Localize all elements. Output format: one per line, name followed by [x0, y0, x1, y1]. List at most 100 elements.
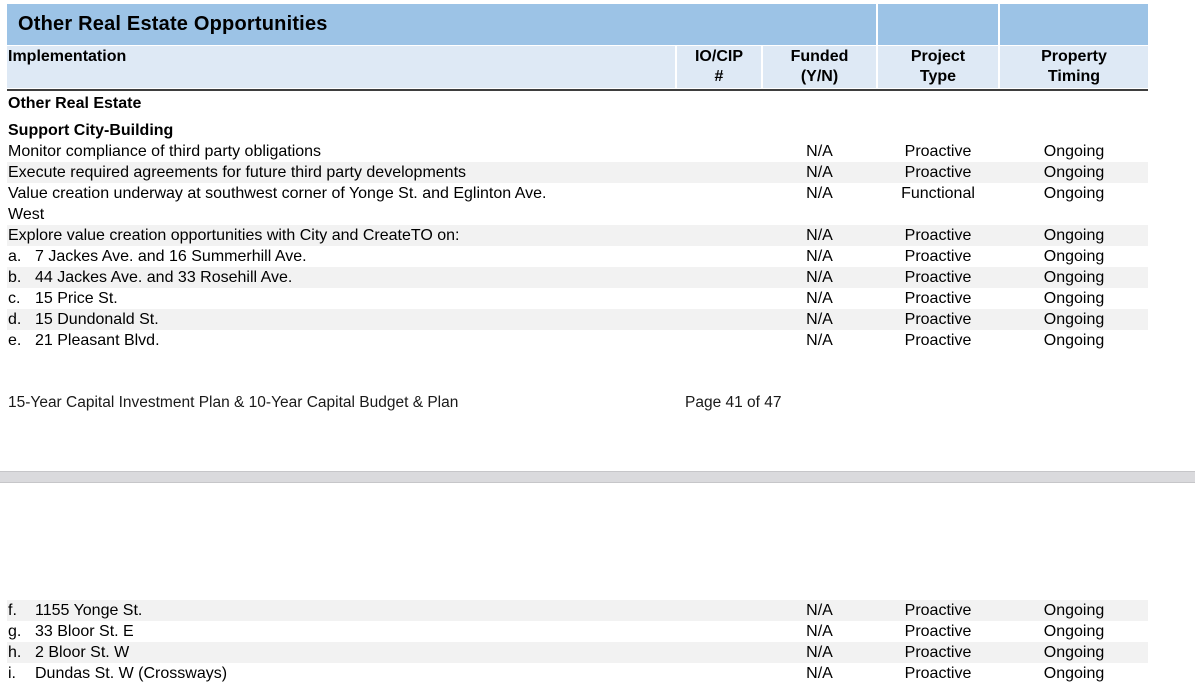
table-row: b. 44 Jackes Ave. and 33 Rosehill Ave. N/A… — [7, 267, 1148, 288]
property-timing-cell: Ongoing — [1043, 332, 1105, 349]
footer-plan-label: 15-Year Capital Investment Plan & 10-Yea… — [8, 394, 459, 411]
io-cip-cell — [677, 330, 761, 351]
item-label: Monitor compliance of third party obliga… — [8, 143, 322, 160]
item-label: 1155 Yonge St. — [35, 602, 143, 619]
implementation-cell: c. 15 Price St. — [7, 288, 675, 309]
item-label: Dundas St. W (Crossways) — [35, 665, 228, 682]
implementation-cell: Execute required agreements for future t… — [7, 162, 675, 183]
implementation-cell: i. Dundas St. W (Crossways) — [7, 663, 675, 684]
page-42-rows: f. 1155 Yonge St. N/A Proactive Ongoing g. 33 … — [7, 600, 1148, 684]
title-bar-segment-project-type — [878, 4, 998, 45]
funded-cell: N/A — [806, 602, 833, 619]
column-header-line: Type — [919, 68, 957, 85]
table-header-row: Implementation IO/CIP # Funded (Y/N) Pro… — [7, 46, 1148, 88]
item-letter: g. — [8, 623, 22, 640]
item-letter: i. — [8, 665, 16, 682]
funded-cell: N/A — [806, 311, 833, 328]
pdf-page-41: Other Real Estate Opportunities Implemen… — [7, 4, 1148, 411]
item-letter: h. — [8, 644, 22, 661]
implementation-cell: b. 44 Jackes Ave. and 33 Rosehill Ave. — [7, 267, 675, 288]
item-label: 33 Bloor St. E — [35, 623, 134, 640]
project-type-cell: Proactive — [904, 602, 972, 619]
item-letter: a. — [8, 248, 22, 265]
property-timing-cell: Ongoing — [1043, 185, 1105, 202]
implementation-cell: e. 21 Pleasant Blvd. — [7, 330, 675, 351]
page-41-rows: Other Real Estate Support City-Building Mo… — [7, 93, 1148, 351]
column-header-project-type: Project Type — [878, 46, 998, 88]
io-cip-cell — [677, 309, 761, 330]
item-label: 2 Bloor St. W — [35, 644, 130, 661]
io-cip-cell — [677, 183, 761, 225]
table-row: Monitor compliance of third party obliga… — [7, 141, 1148, 162]
column-header-implementation: Implementation — [7, 46, 675, 88]
project-type-cell: Proactive — [904, 665, 972, 682]
project-type-cell: Proactive — [904, 248, 972, 265]
property-timing-cell: Ongoing — [1043, 644, 1105, 661]
io-cip-cell — [677, 663, 761, 684]
table-row: c. 15 Price St. N/A Proactive Ongoing — [7, 288, 1148, 309]
implementation-cell: h. 2 Bloor St. W — [7, 642, 675, 663]
property-timing-cell: Ongoing — [1043, 623, 1105, 640]
item-label: 15 Dundonald St. — [35, 311, 159, 328]
item-label-line2: West — [8, 206, 45, 223]
io-cip-cell — [677, 141, 761, 162]
pdf-page-42: f. 1155 Yonge St. N/A Proactive Ongoing g. 33 … — [0, 483, 1195, 700]
implementation-cell: g. 33 Bloor St. E — [7, 621, 675, 642]
funded-cell: N/A — [806, 185, 833, 202]
table-row: Explore value creation opportunities wit… — [7, 225, 1148, 246]
item-label: Explore value creation opportunities wit… — [8, 227, 460, 244]
io-cip-cell — [677, 600, 761, 621]
header-divider — [7, 89, 1148, 91]
column-header-line: IO/CIP — [694, 48, 743, 65]
implementation-cell: Value creation underway at southwest cor… — [7, 183, 675, 225]
property-timing-cell: Ongoing — [1043, 602, 1105, 619]
column-header-io-cip: IO/CIP # — [677, 46, 761, 88]
project-type-cell: Proactive — [904, 311, 972, 328]
column-header-line: Funded — [790, 48, 849, 65]
item-letter: d. — [8, 311, 22, 328]
io-cip-cell — [677, 225, 761, 246]
property-timing-cell: Ongoing — [1043, 164, 1105, 181]
item-label: 15 Price St. — [35, 290, 118, 307]
table-row: d. 15 Dundonald St. N/A Proactive Ongoing — [7, 309, 1148, 330]
item-label: 44 Jackes Ave. and 33 Rosehill Ave. — [35, 269, 293, 286]
funded-cell: N/A — [806, 665, 833, 682]
implementation-cell: Monitor compliance of third party obliga… — [7, 141, 675, 162]
property-timing-cell: Ongoing — [1043, 665, 1105, 682]
item-label: Value creation underway at southwest cor… — [8, 185, 547, 202]
item-letter: f. — [8, 602, 17, 619]
funded-cell: N/A — [806, 227, 833, 244]
property-timing-cell: Ongoing — [1043, 143, 1105, 160]
column-header-funded: Funded (Y/N) — [763, 46, 876, 88]
page-title: Other Real Estate Opportunities — [18, 13, 328, 35]
implementation-cell: Explore value creation opportunities wit… — [7, 225, 675, 246]
project-type-cell: Proactive — [904, 332, 972, 349]
implementation-cell: f. 1155 Yonge St. — [7, 600, 675, 621]
column-header-line: Timing — [1047, 68, 1101, 85]
table-title-cell: Other Real Estate Opportunities — [7, 4, 876, 45]
footer-page-number: Page 41 of 47 — [685, 394, 782, 411]
project-type-cell: Proactive — [904, 269, 972, 286]
property-timing-cell: Ongoing — [1043, 269, 1105, 286]
column-header-property-timing: Property Timing — [1000, 46, 1148, 88]
io-cip-cell — [677, 642, 761, 663]
table-row: Value creation underway at southwest cor… — [7, 183, 1148, 225]
column-header-line: # — [714, 68, 724, 85]
page-separator — [0, 471, 1195, 483]
property-timing-cell: Ongoing — [1043, 311, 1105, 328]
io-cip-cell — [677, 288, 761, 309]
section-row: Support City-Building — [7, 120, 1148, 141]
table-title-bar: Other Real Estate Opportunities — [7, 4, 1148, 45]
table-row: a. 7 Jackes Ave. and 16 Summerhill Ave. N/… — [7, 246, 1148, 267]
table-row: g. 33 Bloor St. E N/A Proactive Ongoing — [7, 621, 1148, 642]
item-letter: c. — [8, 290, 21, 307]
implementation-cell: a. 7 Jackes Ave. and 16 Summerhill Ave. — [7, 246, 675, 267]
project-type-cell: Proactive — [904, 623, 972, 640]
io-cip-cell — [677, 162, 761, 183]
funded-cell: N/A — [806, 290, 833, 307]
item-letter: b. — [8, 269, 22, 286]
property-timing-cell: Ongoing — [1043, 227, 1105, 244]
project-type-cell: Proactive — [904, 644, 972, 661]
item-label: Execute required agreements for future t… — [8, 164, 467, 181]
